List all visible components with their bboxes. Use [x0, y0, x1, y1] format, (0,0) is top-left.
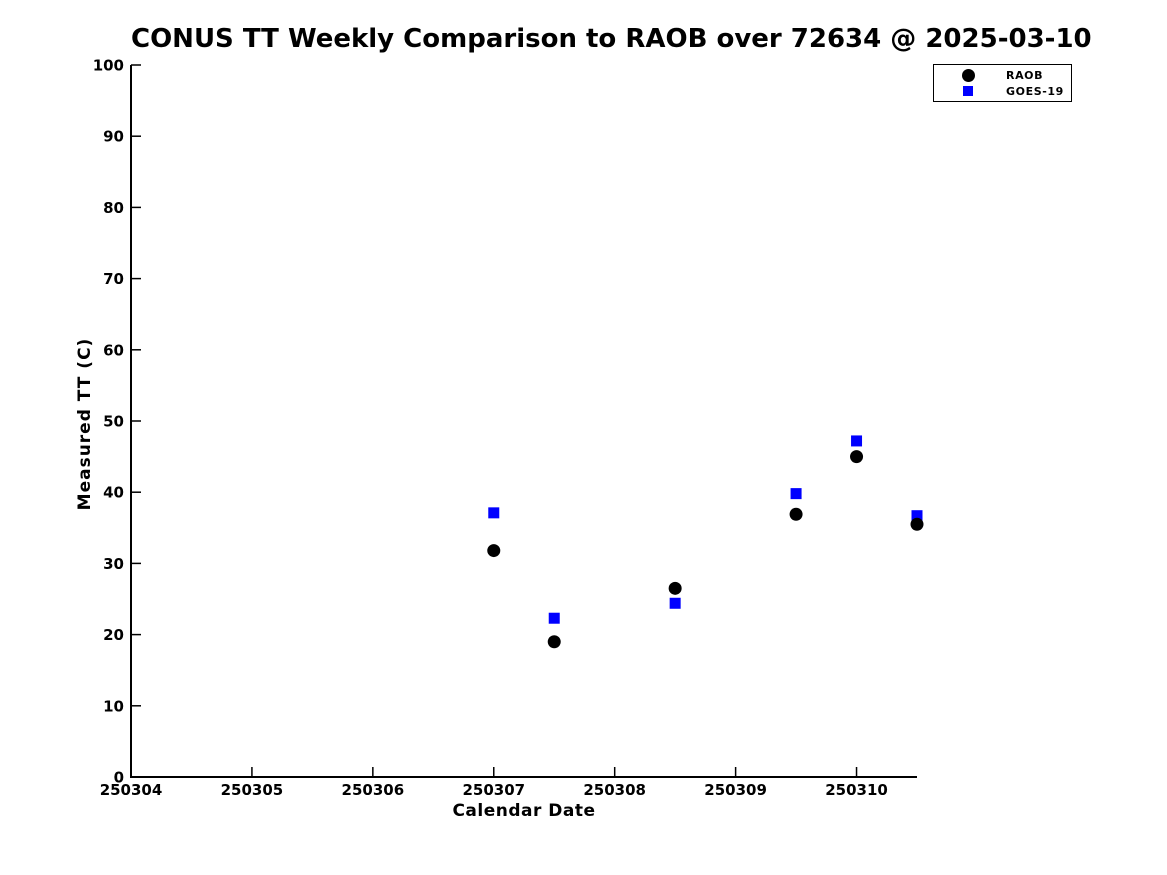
svg-text:100: 100	[93, 57, 124, 75]
svg-text:250309: 250309	[704, 781, 767, 799]
legend-label-raob: RAOB	[1006, 68, 1044, 82]
svg-text:90: 90	[103, 128, 124, 146]
svg-text:250304: 250304	[100, 781, 163, 799]
svg-text:80: 80	[103, 199, 124, 217]
legend-entry-raob: RAOB	[934, 67, 1071, 83]
svg-text:30: 30	[103, 555, 124, 573]
svg-text:250307: 250307	[462, 781, 525, 799]
legend-label-goes19: GOES-19	[1006, 84, 1064, 98]
legend-marker-cell	[961, 68, 975, 82]
x-axis-label: Calendar Date	[452, 801, 596, 821]
raob-circle-icon	[961, 68, 975, 82]
legend: RAOB GOES-19	[933, 64, 1072, 102]
svg-text:10: 10	[103, 697, 124, 715]
svg-text:250308: 250308	[583, 781, 646, 799]
svg-text:20: 20	[103, 626, 124, 644]
svg-text:70: 70	[103, 270, 124, 288]
svg-text:250305: 250305	[221, 781, 284, 799]
legend-marker-cell	[961, 84, 975, 98]
svg-text:250306: 250306	[342, 781, 405, 799]
svg-text:40: 40	[103, 484, 124, 502]
goes19-square-icon	[963, 86, 973, 96]
legend-entry-goes19: GOES-19	[934, 83, 1071, 99]
svg-text:0: 0	[114, 769, 124, 787]
svg-text:50: 50	[103, 413, 124, 431]
svg-text:60: 60	[103, 341, 124, 359]
svg-text:250310: 250310	[825, 781, 888, 799]
